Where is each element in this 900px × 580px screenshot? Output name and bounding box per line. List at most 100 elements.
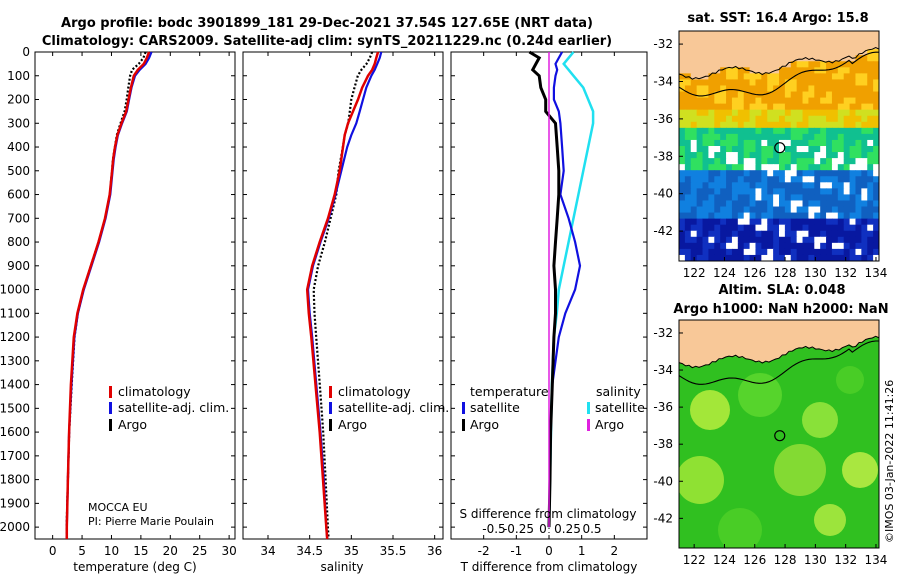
x-tick-label: 0	[545, 544, 553, 558]
depth-tick-label: 200	[7, 93, 30, 107]
x-tick-label: 0	[49, 544, 57, 558]
map-y-tick-label: -34	[653, 363, 673, 377]
depth-tick-label: 1100	[0, 306, 30, 320]
depth-tick-label: 700	[7, 211, 30, 225]
map-y-tick-label: -40	[653, 187, 673, 201]
map-y-tick-label: -42	[653, 511, 673, 525]
x-tick-label: 34	[260, 544, 275, 558]
map-y-tick-label: -32	[653, 37, 673, 51]
sla-blob	[718, 508, 762, 548]
series-temperature-satellite	[547, 51, 582, 528]
legend-swatch-s-argo	[587, 419, 590, 431]
depth-contour	[679, 340, 879, 385]
series-climatology	[305, 51, 380, 540]
x-tick-label: 30	[221, 544, 236, 558]
sla-blob	[814, 504, 846, 536]
argo-location-marker	[774, 430, 786, 442]
legend-label-argo-s: Argo	[338, 417, 367, 432]
map-y-tick-label: -32	[653, 326, 673, 340]
depth-tick-label: 1200	[0, 330, 30, 344]
x-tick-label: 5	[78, 544, 86, 558]
title-line-1: Argo profile: bodc 3901899_181 29-Dec-20…	[61, 16, 593, 31]
depth-tick-label: 1300	[0, 354, 30, 368]
x-tick-label: 2	[611, 544, 619, 558]
legend-label-s-argo: Argo	[595, 417, 624, 432]
s-tick-label: 0	[539, 522, 547, 536]
legend-swatch-t-argo	[462, 419, 465, 431]
depth-tick-label: 2000	[0, 520, 30, 534]
depth-tick-label: 1700	[0, 449, 30, 463]
x-tick-label: 1	[578, 544, 586, 558]
map-y-tick-label: -38	[653, 437, 673, 451]
depth-contour	[679, 51, 879, 97]
map-x-tick-label: 132	[834, 266, 857, 280]
difference-legend: temperature salinity satellite Argo sate…	[462, 384, 645, 432]
s-tick-label: 0.5	[582, 522, 601, 536]
depth-tick-label: 1000	[0, 283, 30, 297]
sla-blob	[774, 444, 826, 496]
map-y-tick-label: -36	[653, 400, 673, 414]
s-tick-label: -0.5	[482, 522, 505, 536]
coastline	[679, 335, 879, 369]
series-climatology	[65, 51, 151, 539]
x-tick-label: 15	[133, 544, 148, 558]
sla-blob	[842, 452, 878, 488]
difference-xlabel: T difference from climatology	[460, 560, 638, 574]
x-tick-label: 10	[104, 544, 119, 558]
sla-blob	[802, 402, 838, 438]
map-x-tick-label: 122	[683, 266, 706, 280]
maps: -32 -34 -36 -38 -40 -42 122 124 126 128 130 132 134 -…	[653, 30, 887, 567]
map-y-tick-label: -38	[653, 149, 673, 163]
map2-title: Altim. SLA: 0.048	[719, 283, 846, 298]
x-tick-label: 36	[427, 544, 442, 558]
legend-swatch-argo-s	[329, 419, 332, 431]
x-tick-label: -1	[510, 544, 522, 558]
profile-plots: 0 5 10 15 20 25 30 34 34.5 35 35.5 36 -2 -1 0 1 2 -0.5-0.…	[49, 50, 619, 558]
depth-tick-label: 1900	[0, 496, 30, 510]
title-line-2: Climatology: CARS2009. Satellite-adj cli…	[42, 34, 612, 49]
depth-tick-label: 500	[7, 164, 30, 178]
coastline	[679, 46, 879, 80]
depth-tick-label: 300	[7, 116, 30, 130]
legend-group-temperature: temperature	[470, 384, 549, 399]
depth-tick-label: 800	[7, 235, 30, 249]
map1-title: sat. SST: 16.4 Argo: 15.8	[687, 11, 868, 26]
series-temperature-argo	[528, 50, 561, 528]
legend-label-climatology: climatology	[118, 384, 191, 399]
difference-top-xlabel: S difference from climatology	[460, 507, 637, 521]
legend-group-salinity: salinity	[596, 384, 641, 399]
x-tick-label: 35	[344, 544, 359, 558]
depth-tick-label: 400	[7, 140, 30, 154]
legend-label-climatology-s: climatology	[338, 384, 411, 399]
map-y-tick-label: -36	[653, 112, 673, 126]
salinity-legend: climatology satellite-adj. clim. Argo	[329, 384, 449, 432]
depth-tick-label: 0	[22, 45, 30, 59]
temperature-xlabel: temperature (deg C)	[73, 560, 196, 574]
map-x-tick-label: 128	[774, 553, 797, 567]
map-x-tick-label: 130	[804, 266, 827, 280]
map-x-tick-label: 132	[834, 553, 857, 567]
map-frame	[678, 30, 880, 262]
x-tick-label: 35.5	[380, 544, 407, 558]
depth-axis: 0 100 200 300 400 500 600 700 800 900 1000 1100 1200…	[0, 45, 647, 534]
depth-tick-label: 1500	[0, 401, 30, 415]
legend-swatch-satellite	[109, 402, 112, 414]
depth-tick-label: 600	[7, 188, 30, 202]
map-frame	[678, 319, 880, 549]
map-x-tick-label: 124	[713, 553, 736, 567]
sla-blob	[679, 456, 724, 504]
watermark: ©IMOS 03-Jan-2022 11:41:26	[883, 380, 896, 543]
series-satellite-adj-clim-	[65, 51, 153, 539]
map-y-tick-label: -42	[653, 224, 673, 238]
legend-label-t-argo: Argo	[470, 417, 499, 432]
salinity-panel	[242, 51, 444, 540]
map-y-tick-label: -34	[653, 74, 673, 88]
map-x-tick-label: 128	[774, 266, 797, 280]
series-satellite-adj-clim-	[306, 51, 383, 540]
legend-label-satellite: satellite-adj. clim.	[118, 400, 229, 415]
legend-swatch-satellite-s	[329, 402, 332, 414]
x-tick-label: 20	[163, 544, 178, 558]
temperature-legend: climatology satellite-adj. clim. Argo	[109, 384, 229, 432]
depth-tick-label: 100	[7, 69, 30, 83]
